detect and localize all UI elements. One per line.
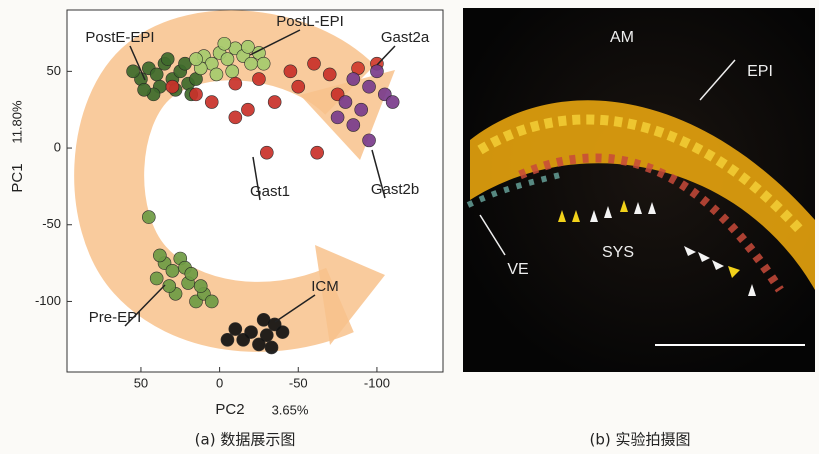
point: [322, 67, 337, 82]
point: [160, 52, 175, 66]
annotation-pointer: [371, 149, 386, 199]
point: [153, 248, 167, 263]
x-axis-label: PC2: [215, 401, 244, 418]
trajectory-tail: [315, 245, 385, 345]
annotation-pointer: [376, 45, 396, 66]
point: [204, 294, 219, 309]
caption: (b) 实验拍摄图: [590, 431, 691, 449]
point: [259, 328, 274, 342]
point: [142, 210, 156, 224]
image-label: SYS: [602, 244, 634, 261]
point: [225, 64, 239, 79]
point: [137, 82, 151, 97]
point: [244, 56, 258, 71]
point: [283, 64, 298, 79]
image-label: AM: [610, 29, 634, 46]
y-tick-label: -100: [35, 293, 61, 308]
point: [189, 52, 203, 66]
point: [236, 332, 251, 347]
point: [264, 340, 279, 355]
x-tick-label: -100: [364, 375, 390, 390]
annotation-pointer: [124, 284, 166, 327]
point: [362, 133, 376, 148]
annotation: Gast2a: [381, 29, 430, 46]
point: [217, 36, 232, 51]
point: [228, 322, 243, 336]
point: [252, 72, 266, 86]
point: [354, 102, 368, 117]
point: [346, 72, 361, 86]
annotation: ICM: [311, 278, 339, 295]
annotation-pointer: [252, 156, 261, 201]
point: [338, 95, 353, 109]
annotation-pointer: [249, 29, 301, 56]
annotation-pointer: [129, 45, 146, 81]
x-axis-note: 3.65%: [272, 402, 309, 417]
x-tick-label: 0: [216, 375, 223, 390]
epi-layer: [470, 100, 815, 290]
point: [346, 118, 361, 132]
y-axis-label: PC1: [9, 163, 26, 192]
point: [252, 337, 266, 352]
epi-cells: [477, 114, 804, 234]
y-tick-label: 0: [54, 139, 61, 154]
point: [126, 64, 140, 79]
point: [310, 145, 324, 160]
y-tick-label: 50: [47, 63, 61, 78]
point: [256, 56, 271, 71]
point: [204, 95, 219, 109]
point: [165, 79, 180, 94]
arrowheads-yellow: [558, 200, 740, 278]
point: [220, 332, 235, 347]
annotation: Gast2b: [371, 181, 419, 198]
point: [165, 263, 180, 278]
point: [241, 40, 255, 54]
point: [275, 325, 290, 339]
annotation: PostE-EPI: [85, 29, 154, 46]
point: [220, 52, 235, 66]
annotation: Gast1: [250, 183, 290, 200]
point: [189, 87, 203, 102]
annotation: PostL-EPI: [276, 13, 344, 30]
annotation-pointer: [274, 294, 316, 323]
y-tick-label: -50: [42, 216, 61, 231]
point: [267, 95, 282, 109]
point: [193, 279, 208, 293]
scatter-plot: 50 0 -50 -100 50 0 -50 -100 PostE-EPI PostL-EPI Ga…: [35, 13, 430, 390]
annotation: Pre-EPI: [89, 309, 142, 326]
point: [291, 79, 306, 94]
epi-pointer: [699, 59, 736, 101]
ve-pointer: [479, 214, 506, 256]
point: [330, 110, 345, 125]
point: [228, 110, 243, 125]
image-label: VE: [507, 261, 528, 278]
point: [228, 76, 243, 91]
arrowheads-white: [590, 202, 756, 296]
point: [149, 271, 164, 286]
point: [209, 67, 224, 82]
point: [370, 64, 384, 79]
point: [259, 145, 274, 160]
caption: (a) 数据展示图: [195, 431, 296, 449]
point: [241, 102, 255, 117]
y-axis-note: 11.80%: [9, 100, 24, 144]
x-tick-label: 50: [134, 375, 148, 390]
point: [362, 79, 376, 94]
image-label: EPI: [747, 63, 773, 80]
point: [307, 56, 321, 71]
point: [149, 67, 164, 82]
point: [385, 95, 400, 109]
point: [256, 313, 271, 327]
point: [184, 267, 199, 281]
point: [162, 279, 177, 293]
x-tick-label: -50: [289, 375, 308, 390]
